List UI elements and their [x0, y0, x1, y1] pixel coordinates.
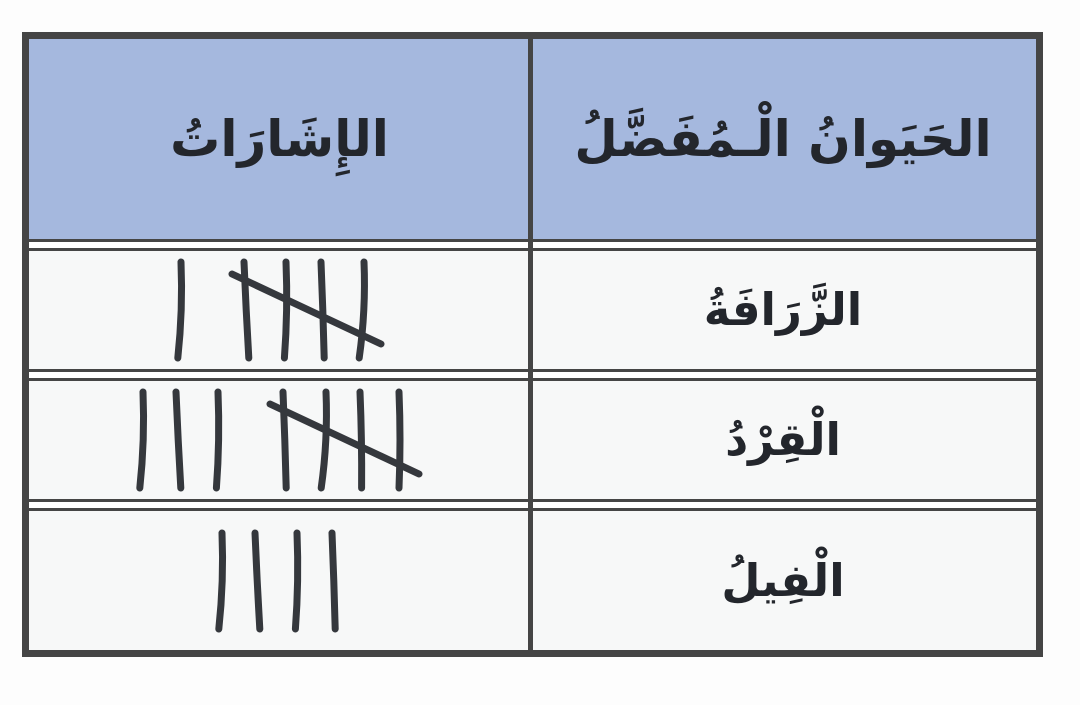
animal-label-monkey: الْقِرْدُ [725, 413, 841, 467]
tally-cell-elephant [29, 511, 530, 650]
animal-label-elephant: الْفِيلُ [721, 553, 845, 607]
header-cell-animal: الحَيَوانُ الْـمُفَضَّلُ [530, 39, 1036, 239]
tally-marks [161, 254, 399, 366]
tally-marks [123, 384, 437, 496]
header-cell-tallies: الإِشَارَاتُ [29, 39, 530, 239]
animal-cell-giraffe: الزَّرَافَةُ [530, 251, 1036, 369]
animal-cell-elephant: الْفِيلُ [530, 511, 1036, 650]
animal-label-giraffe: الزَّرَافَةُ [703, 283, 863, 337]
animal-cell-monkey: الْقِرْدُ [530, 381, 1036, 499]
animal-column-header-label: الحَيَوانُ الْـمُفَضَّلُ [574, 109, 992, 168]
tallies-column-header-label: الإِشَارَاتُ [170, 109, 389, 168]
tally-cell-monkey [29, 381, 530, 499]
tally-cell-giraffe [29, 251, 530, 369]
tally-chart-table: الإِشَارَاتُ الحَيَوانُ الْـمُفَضَّلُ ال… [22, 32, 1043, 657]
column-divider [528, 39, 533, 650]
tally-marks [202, 525, 358, 637]
